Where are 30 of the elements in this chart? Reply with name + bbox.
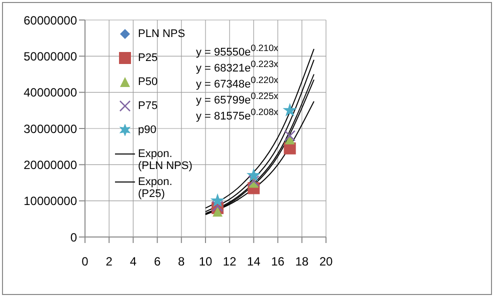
x-tick-label: 16 — [271, 254, 285, 269]
annotation: y = 95550e$^{0.210x}$ — [196, 42, 278, 60]
x-tick-label: 2 — [106, 254, 113, 269]
legend-label: PLN NPS — [138, 28, 186, 40]
y-tick-label: 30000000 — [24, 122, 78, 136]
y-tick-label: 50000000 — [24, 49, 78, 64]
x-tick-label: 0 — [82, 254, 89, 269]
x-tick-label: 14 — [247, 254, 261, 269]
x-tick-label: 20 — [319, 254, 333, 269]
annotation: y = 65799e$^{0.225x}$ — [196, 90, 278, 108]
legend-label: P25 — [138, 52, 159, 64]
legend-label: p90 — [138, 124, 158, 136]
x-tick-label: 6 — [154, 254, 161, 269]
annotation: y = 68321e$^{0.223x}$ — [196, 58, 278, 76]
annotation: y = 81575e$^{0.208x}$ — [196, 106, 278, 124]
legend-label: Expon. (PLN NPS) — [138, 148, 194, 172]
y-tick-label: 40000000 — [24, 86, 78, 100]
y-tick-label: 20000000 — [24, 158, 78, 172]
x-tick-label: 10 — [198, 254, 212, 269]
legend-label: Expon. (P25) — [138, 176, 174, 200]
y-tick-label: 60000000 — [24, 13, 78, 28]
y-tick-label: 0 — [70, 230, 78, 244]
x-tick-label: 12 — [222, 254, 237, 269]
annotation: y = 67348e$^{0.220x}$ — [196, 74, 278, 92]
x-tick-label: 4 — [130, 254, 137, 269]
legend-label: P50 — [138, 76, 159, 88]
y-tick-label: 10000000 — [24, 194, 78, 208]
x-tick-label: 8 — [178, 254, 186, 269]
x-tick-label: 18 — [295, 254, 309, 269]
legend-label: P75 — [138, 100, 159, 112]
